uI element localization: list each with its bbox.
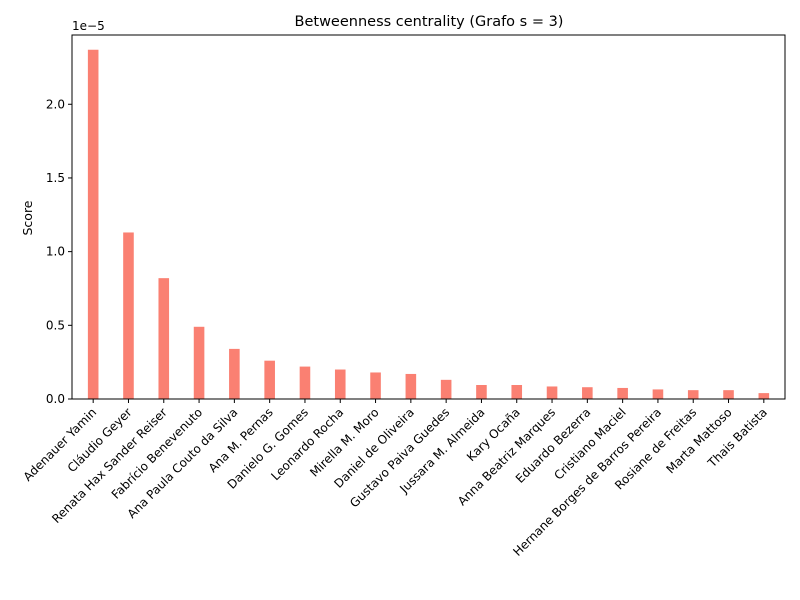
y-tick-label: 1.0 [46,245,65,259]
bar-17 [687,390,699,399]
bar-13 [546,386,558,399]
y-tick-label: 2.0 [46,97,65,111]
y-scale-offset-label: 1e−5 [72,19,105,33]
bar-4 [229,348,240,399]
bar-14 [582,387,593,399]
bar-15 [617,387,628,399]
bar-18 [723,390,734,399]
bar-8 [370,372,381,399]
y-tick-label: 0.0 [46,392,65,406]
bar-0 [87,49,99,400]
bar-3 [193,326,205,399]
bar-1 [123,232,134,399]
bar-16 [652,389,664,399]
bar-2 [158,278,170,399]
plot-frame [71,34,786,400]
y-tick-label: 1.5 [46,171,65,185]
bar-7 [334,369,346,399]
bar-12 [511,385,523,399]
bar-19 [758,393,770,399]
y-axis-label: Score [20,200,35,235]
bars-group [87,49,770,400]
bar-11 [476,385,487,399]
bar-9 [405,373,417,399]
bar-5 [264,360,275,399]
y-tick-label: 0.5 [46,318,65,332]
bar-10 [440,379,452,399]
chart-title: Betweenness centrality (Grafo s = 3) [295,14,564,30]
y-axis: 0.0 0.5 1.0 1.5 2.0 [46,97,72,406]
bar-6 [299,366,311,399]
